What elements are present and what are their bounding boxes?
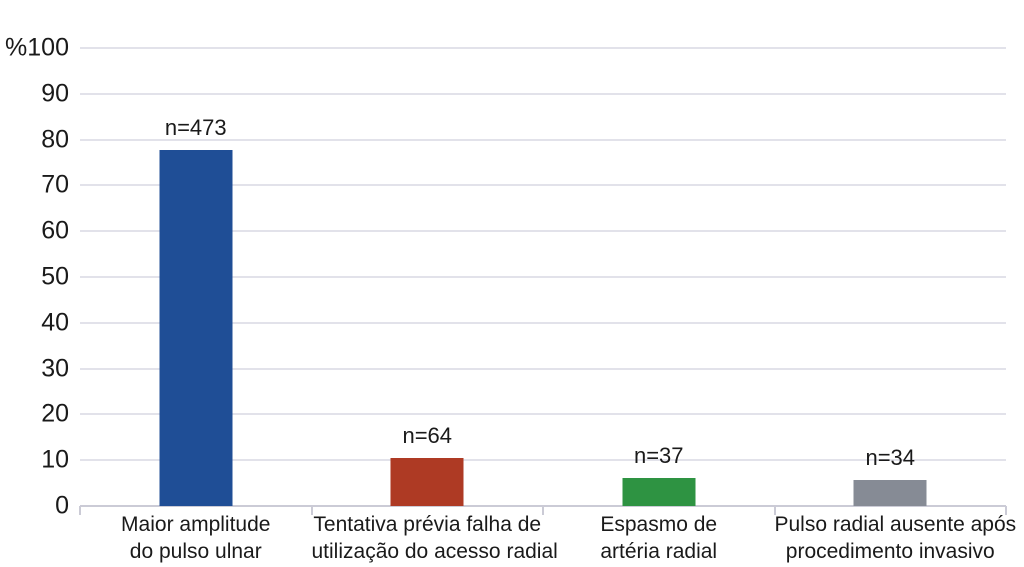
bar-maior-amplitude [159,149,233,506]
bar-group-espasmo: n=37 [543,48,775,506]
gridline [80,230,1006,233]
gridline [80,47,1006,49]
category-label-line: utilização do acesso radial [311,540,558,563]
bar-count-label: n=37 [633,443,684,469]
category-label-line: Pulso radial ausente após [774,513,1017,536]
y-tick-label: 40 [41,308,69,337]
y-tick-label: 20 [41,399,69,428]
bar-group-tentativa-previa: n=64 [312,48,544,506]
y-tick-label: 60 [41,216,69,245]
category-label-line: Tentativa prévia falha de [313,513,542,536]
gridline [80,92,1006,95]
category-label-tentativa-previa: Tentativa prévia falha de utilização do … [311,511,558,565]
gridline [80,367,1006,370]
category-label-maior-amplitude: Maior amplitude do pulso ulnar [80,511,312,565]
bar-pulso-ausente [853,480,927,506]
category-label-pulso-ausente: Pulso radial ausente após procedimento i… [774,511,1017,565]
gridline [80,184,1006,187]
category-label-line: procedimento invasivo [785,540,995,563]
y-tick-label: 80 [41,125,69,154]
y-tick-label: 90 [41,79,69,108]
bar-espasmo [622,478,696,506]
x-axis-tick [773,506,776,515]
y-tick-label: 10 [41,445,69,474]
x-axis-tick [1005,506,1007,515]
bar-group-pulso-ausente: n=34 [775,48,1007,506]
y-tick-label: %100 [5,33,69,62]
gridline [80,138,1006,141]
y-tick-label: 70 [41,170,69,199]
gridline [80,276,1006,278]
bar-count-label: n=64 [402,422,453,448]
category-label-line: Maior amplitude [121,513,271,536]
y-tick-label: 0 [55,491,69,520]
gridline [80,459,1006,462]
bar-tentativa-previa [390,457,464,506]
category-label-line: do pulso ulnar [129,540,262,563]
gridline [80,413,1006,416]
category-label-line: Espasmo de [600,513,718,536]
y-axis: %100 90 80 70 60 50 40 30 20 10 0 [0,34,74,520]
x-axis-tick [79,506,81,515]
x-axis-tick [310,506,313,515]
y-tick-label: 30 [41,354,69,383]
plot-area: n=473 n=64 n=37 n=34 [79,47,1007,515]
gridline [80,321,1006,324]
x-axis-tick [542,506,544,515]
bar-count-label: n=473 [164,114,227,140]
category-label-line: artéria radial [600,540,718,563]
x-axis-line [80,505,1006,507]
y-tick-label: 50 [41,262,69,291]
category-label-espasmo: Espasmo de artéria radial [543,511,775,565]
bar-group-maior-amplitude: n=473 [80,48,312,506]
bar-count-label: n=34 [865,445,916,471]
